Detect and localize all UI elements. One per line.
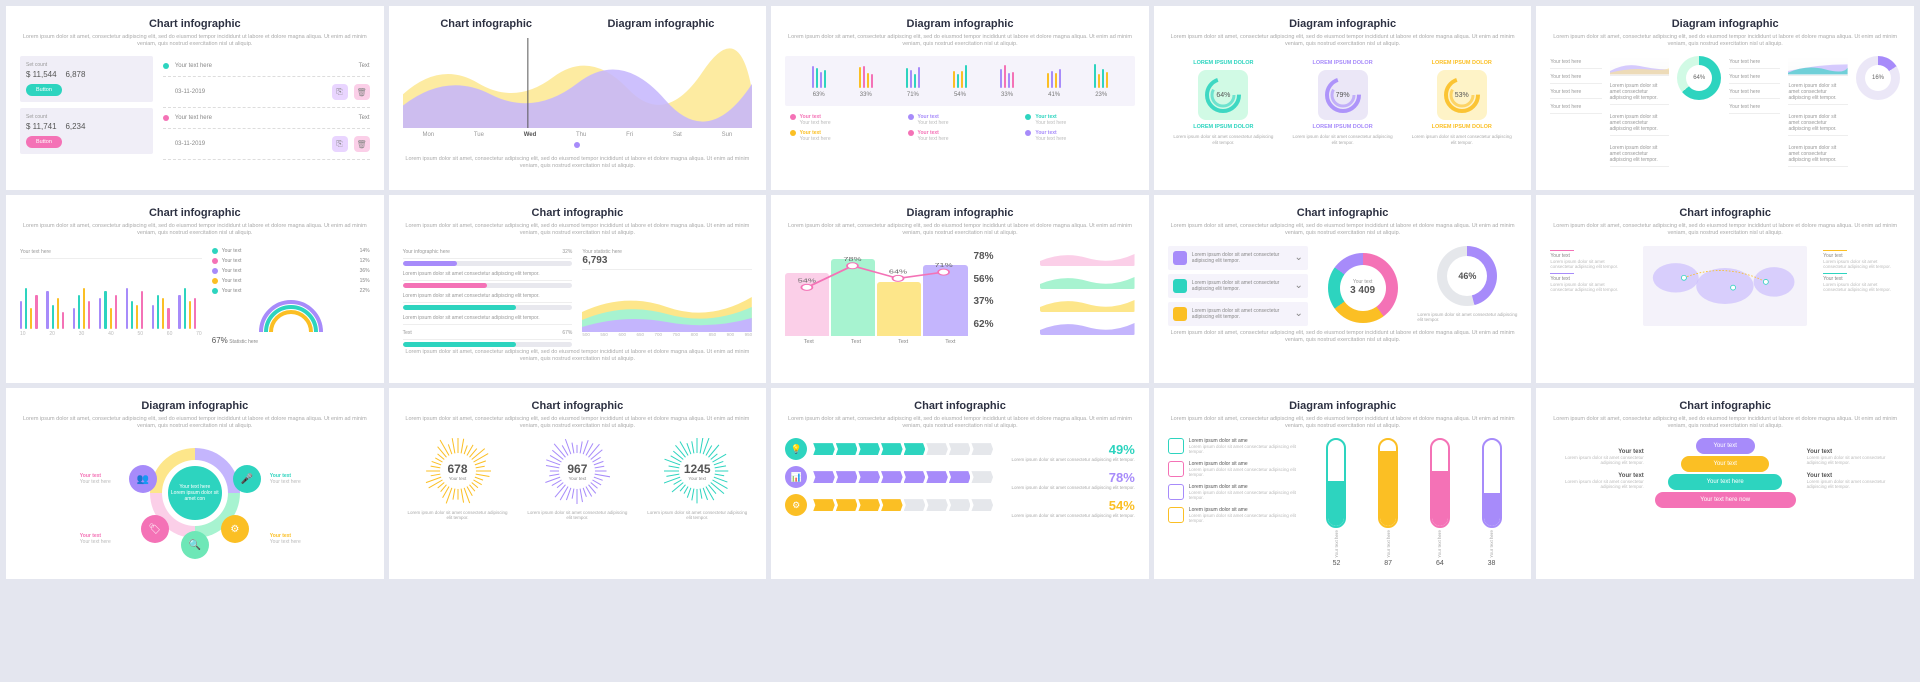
slide-title: Diagram infographic	[20, 400, 370, 412]
slide-desc: Lorem ipsum dolor sit amet, consectetur …	[785, 34, 1135, 48]
delete-icon[interactable]: 🗑	[354, 136, 370, 152]
slide-desc: Lorem ipsum dolor sit amet, consectetur …	[1550, 223, 1900, 237]
chevron-down-icon[interactable]: ⌄	[1295, 308, 1303, 319]
row-icon: ⚙	[785, 494, 807, 516]
copy-icon[interactable]: ⎘	[332, 84, 348, 100]
chevron-down-icon[interactable]: ⌄	[1295, 280, 1303, 291]
slide-desc: Lorem ipsum dolor sit amet, consectetur …	[20, 223, 370, 237]
svg-text:64%: 64%	[889, 268, 908, 274]
slide-desc: Lorem ipsum dolor sit amet, consectetur …	[785, 416, 1135, 430]
slide-title: Chart infographic	[1550, 400, 1900, 412]
slide-desc: Lorem ipsum dolor sit amet, consectetur …	[20, 416, 370, 430]
slide-title: Chart infographic	[403, 207, 753, 219]
slide-title: Chart infographic	[1168, 207, 1518, 219]
row-icon: 💡	[785, 438, 807, 460]
card-button[interactable]: Button	[26, 136, 62, 148]
copy-icon[interactable]: ⎘	[332, 136, 348, 152]
slide-title: Chart infographic	[1550, 207, 1900, 219]
slide-title: Diagram infographic	[785, 18, 1135, 30]
slide-desc: Lorem ipsum dolor sit amet, consectetur …	[20, 34, 370, 48]
slide-desc: Lorem ipsum dolor sit amet, consectetur …	[403, 416, 753, 430]
row-icon: 📊	[785, 466, 807, 488]
slide-desc: Lorem ipsum dolor sit amet, consectetur …	[1550, 416, 1900, 430]
slide-title: Diagram infographic	[1550, 18, 1900, 30]
slide-desc: Lorem ipsum dolor sit amet, consectetur …	[1168, 34, 1518, 48]
slide-desc: Lorem ipsum dolor sit amet, consectetur …	[1168, 223, 1518, 237]
slide-title: Chart infographic	[403, 400, 753, 412]
chevron-down-icon[interactable]: ⌄	[1295, 252, 1303, 263]
slide-desc: Lorem ipsum dolor sit amet, consectetur …	[403, 223, 753, 237]
card-button[interactable]: Button	[26, 84, 62, 96]
delete-icon[interactable]: 🗑	[354, 84, 370, 100]
slide-title: Chart infographic	[785, 400, 1135, 412]
slide-title: Diagram infographic	[785, 207, 1135, 219]
slide-title: Diagram infographic	[1168, 400, 1518, 412]
slide-title: Chart infographic	[20, 207, 370, 219]
slide-desc: Lorem ipsum dolor sit amet, consectetur …	[1550, 34, 1900, 48]
slide-title: Chart infographic	[20, 18, 370, 30]
slide-desc: Lorem ipsum dolor sit amet, consectetur …	[785, 223, 1135, 237]
slide-desc: Lorem ipsum dolor sit amet, consectetur …	[1168, 416, 1518, 430]
slide-title: Diagram infographic	[1168, 18, 1518, 30]
